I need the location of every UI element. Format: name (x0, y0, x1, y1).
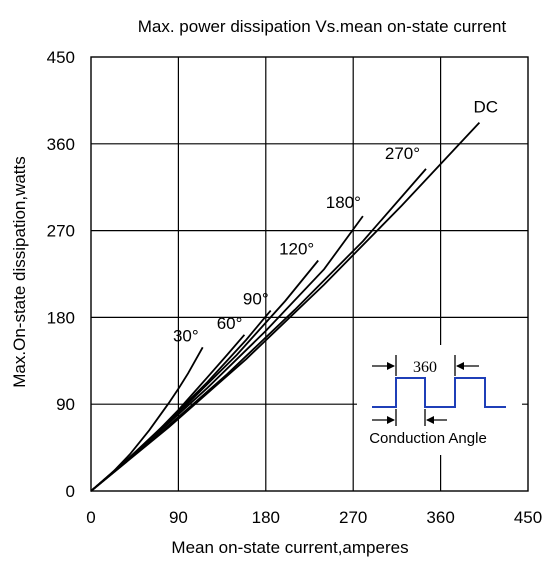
conduction-arrowhead-left (387, 416, 395, 424)
conduction-angle-caption: Conduction Angle (369, 430, 487, 447)
tick-labels: 0 90 180 270 360 450 0 90 180 270 360 450 (47, 48, 543, 527)
x-tick-label: 360 (426, 508, 454, 527)
series-line (90, 334, 246, 492)
series-label: 120° (279, 239, 314, 258)
inset-background (357, 345, 522, 455)
x-tick-label: 90 (169, 508, 188, 527)
y-tick-label: 360 (47, 135, 75, 154)
series-lines (90, 121, 481, 492)
x-tick-label: 0 (86, 508, 95, 527)
period-label: 360 (413, 359, 437, 376)
series-label: 90° (243, 290, 269, 309)
series-line (90, 215, 364, 492)
y-tick-label: 0 (66, 482, 75, 501)
x-tick-label: 450 (514, 508, 542, 527)
period-arrowhead-left (387, 362, 395, 370)
waveform (372, 377, 506, 408)
series-line (90, 346, 204, 492)
series-label: 60° (217, 314, 243, 333)
series-label: 180° (326, 193, 361, 212)
series-label: DC (473, 98, 498, 117)
chart-title: Max. power dissipation Vs.mean on-state … (138, 17, 507, 36)
x-tick-label: 180 (252, 508, 280, 527)
y-tick-label: 450 (47, 48, 75, 67)
y-tick-label: 180 (47, 308, 75, 327)
x-tick-label: 270 (339, 508, 367, 527)
series-annotations: 30° 60°90° 120° 180° 270° DC (173, 98, 498, 346)
conduction-angle-inset: 360 Conduction Angle (357, 345, 522, 455)
plot-frame (90, 56, 529, 492)
series-label: 270° (385, 144, 420, 163)
y-tick-label: 270 (47, 222, 75, 241)
series-line (90, 259, 319, 492)
series-line (90, 121, 481, 492)
y-tick-label: 90 (56, 395, 75, 414)
period-arrowhead-right (456, 362, 464, 370)
conduction-arrowhead-right (426, 416, 434, 424)
series-label: 30° (173, 326, 199, 345)
y-axis-label: Max.On-state dissipation,watts (10, 156, 29, 387)
x-axis-label: Mean on-state current,amperes (171, 538, 408, 557)
